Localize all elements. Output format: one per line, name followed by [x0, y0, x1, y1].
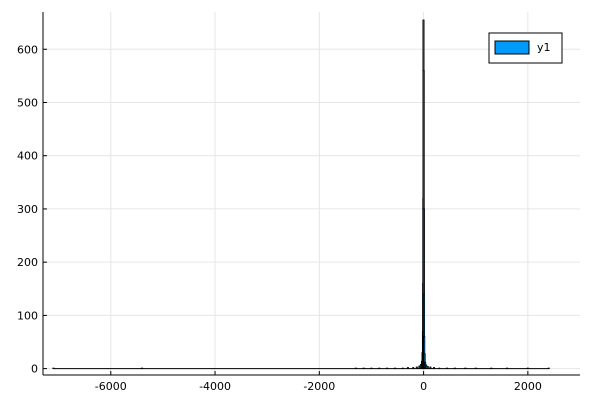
y-tick-label: 400	[17, 150, 38, 163]
y-tick-label: 600	[17, 43, 38, 56]
grid	[43, 12, 580, 375]
axes	[42, 12, 580, 376]
y-tick-label: 300	[17, 203, 38, 216]
legend-label: y1	[537, 41, 551, 54]
x-tick-label: -4000	[199, 380, 231, 393]
y-tick-label: 200	[17, 256, 38, 269]
bars	[52, 19, 550, 370]
x-tick-label: 2000	[514, 380, 542, 393]
y-tick-label: 100	[17, 309, 38, 322]
x-tick-label: -6000	[95, 380, 127, 393]
y-ticks: 0 100 200 300 400 500 600	[17, 43, 47, 376]
x-tick-label: 0	[420, 380, 427, 393]
x-tick-label: -2000	[303, 380, 335, 393]
legend: y1	[488, 32, 563, 64]
x-ticks: -6000 -4000 -2000 0 2000	[95, 371, 542, 393]
histogram-bar	[425, 364, 428, 370]
legend-swatch	[494, 40, 530, 55]
y-tick-label: 0	[31, 363, 38, 376]
y-tick-label: 500	[17, 96, 38, 109]
